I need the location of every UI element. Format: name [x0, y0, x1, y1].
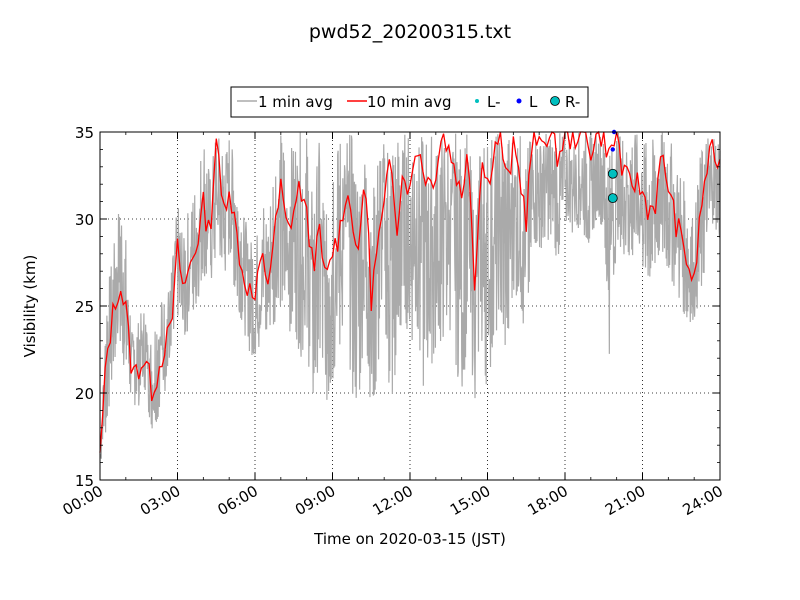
legend: 1 min avg 10 min avg L- L R- — [230, 86, 589, 118]
y-axis: 15 20 25 30 35 — [75, 124, 720, 490]
x-tick-label: 24:00 — [680, 482, 726, 519]
y-axis-label: Visibility (km) — [21, 255, 39, 358]
legend-marker-l — [516, 98, 522, 104]
legend-marker-r-minus — [550, 96, 560, 106]
x-tick-label: 09:00 — [292, 482, 338, 519]
x-tick-label: 18:00 — [525, 482, 571, 519]
chart-title: pwd52_20200315.txt — [309, 21, 511, 43]
x-tick-label: 21:00 — [602, 482, 648, 519]
marker-layer — [607, 129, 618, 204]
x-axis-label: Time on 2020-03-15 (JST) — [313, 530, 506, 548]
legend-label-l: L — [529, 93, 538, 111]
y-tick-label: 35 — [75, 124, 94, 142]
legend-label-l-minus: L- — [487, 93, 501, 111]
y-tick-label: 20 — [75, 385, 94, 403]
y-tick-label: 30 — [75, 211, 94, 229]
x-tick-label: 06:00 — [215, 482, 261, 519]
marker-r-minus — [607, 168, 618, 179]
legend-label-1min: 1 min avg — [258, 93, 333, 111]
grid — [100, 132, 720, 480]
x-tick-label: 03:00 — [137, 482, 183, 519]
plot-area — [99, 129, 721, 481]
marker-r-minus — [607, 193, 618, 204]
legend-marker-l-minus — [475, 99, 479, 103]
legend-label-10min: 10 min avg — [367, 93, 452, 111]
marker-l — [610, 147, 615, 152]
y-tick-label: 25 — [75, 298, 94, 316]
x-tick-label: 15:00 — [447, 482, 493, 519]
y-tick-label: 15 — [75, 472, 94, 490]
legend-frame — [230, 86, 589, 118]
x-tick-label: 12:00 — [370, 482, 416, 519]
legend-label-r-minus: R- — [565, 93, 580, 111]
series-1min-avg-line — [99, 132, 721, 459]
